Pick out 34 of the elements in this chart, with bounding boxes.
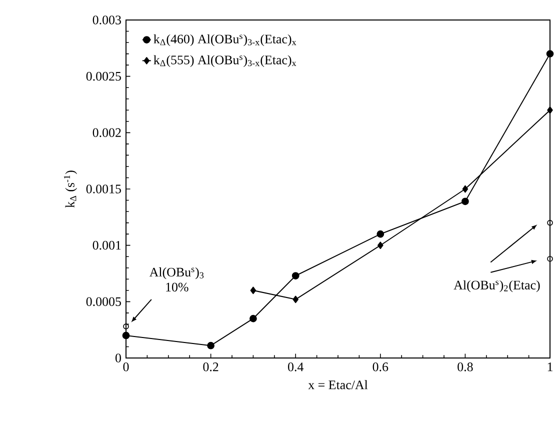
point xyxy=(462,185,468,193)
point xyxy=(547,256,553,262)
point xyxy=(292,296,298,304)
y-tick-label: 0 xyxy=(116,354,121,362)
y-axis-title: k$_{Δ}$ (s$^{-1}$) xyxy=(64,170,78,208)
legend-label: k$_{Δ}$(460) Al(OBu$^{s}$)$_{3-x}$(Etac)$_{x}$ xyxy=(154,34,296,46)
point xyxy=(547,220,553,226)
y-tick-label: 0.001 xyxy=(92,240,121,250)
y-tick-label: 0.0005 xyxy=(86,297,121,306)
point xyxy=(122,332,130,340)
x-tick-label: 0.8 xyxy=(458,362,473,372)
x-tick-label: 1 xyxy=(548,362,552,372)
x-tick-label: 0.6 xyxy=(372,362,388,372)
legend-label: k$_{Δ}$(555) Al(OBu$^{s}$)$_{3-x}$(Etac)$_{x}$ xyxy=(154,55,296,67)
point xyxy=(292,272,300,280)
point xyxy=(250,314,257,322)
y-tick-label: 0.002 xyxy=(92,128,121,138)
point xyxy=(376,230,384,238)
y-tick-label: 0.0015 xyxy=(86,184,121,194)
annotation: Al(OBu$^{s}$)$_{2}$(Etac) xyxy=(454,280,540,292)
x-tick-label: 0.2 xyxy=(203,362,218,372)
x-axis-title: x = Etac/Al xyxy=(308,380,368,390)
point xyxy=(546,50,554,58)
point xyxy=(250,286,256,294)
x-tick-label: 0.4 xyxy=(288,362,304,372)
point xyxy=(207,342,214,350)
text: Al(OBu$^{s}$)$_{3}$ 10% xyxy=(149,267,204,292)
y-tick-label: 0.003 xyxy=(92,16,121,24)
x-tick-label: 0 xyxy=(123,362,129,372)
point xyxy=(462,198,469,206)
point xyxy=(123,324,129,330)
y-tick-label: 0.0025 xyxy=(86,72,121,81)
point xyxy=(378,242,384,250)
point xyxy=(547,106,553,114)
